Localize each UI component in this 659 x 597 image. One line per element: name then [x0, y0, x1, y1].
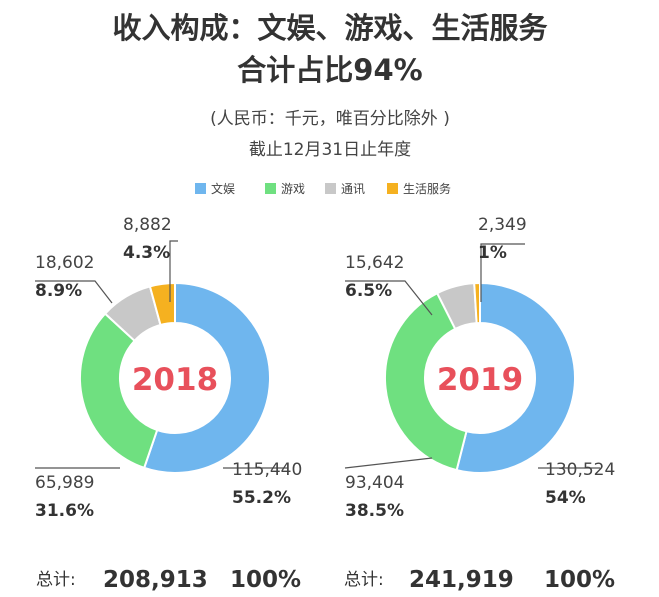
- total-value-2018: 208,913: [103, 567, 208, 593]
- value-label-communication-2018: 18,602: [35, 253, 94, 273]
- value-label-communication-2019: 15,642: [345, 253, 404, 273]
- chart-title-line1: 收入构成：文娱、游戏、生活服务: [112, 11, 547, 45]
- center-year-label-2019: 2019: [437, 362, 523, 398]
- percent-label-life-services-2019: 1%: [478, 243, 507, 263]
- subtitle-line1: (人民币：千元，唯百分比除外 ): [210, 109, 450, 129]
- legend-swatch-life-services: [387, 183, 398, 194]
- leader-line-games-2019: [344, 457, 433, 469]
- legend-label-games: 游戏: [281, 182, 305, 196]
- total-2019: 总计: 241,919 100%: [344, 567, 615, 593]
- percent-label-games-2019: 38.5%: [345, 501, 404, 521]
- total-percent-2019: 100%: [544, 567, 615, 593]
- slice-games-2019: [384, 291, 468, 472]
- legend-label-entertainment: 文娱: [211, 181, 235, 196]
- slice-life-services-2018: [148, 281, 176, 327]
- percent-label-entertainment-2018: 55.2%: [232, 488, 291, 508]
- leader-line-communication-2018: [35, 280, 113, 304]
- legend-swatch-communication: [325, 183, 336, 194]
- value-label-games-2018: 65,989: [35, 473, 94, 493]
- value-label-entertainment-2018: 115,440: [232, 460, 302, 480]
- total-label-2019: 总计:: [344, 570, 384, 590]
- slice-entertainment-2019: [455, 281, 576, 474]
- donut-chart-2019: 2019 130,524 54% 93,404 38.5% 15,642 6.5% 2,349…: [344, 215, 615, 521]
- chart-title-line2: 合计占比94%: [237, 53, 422, 87]
- percent-label-games-2018: 31.6%: [35, 501, 94, 521]
- percent-label-communication-2018: 8.9%: [35, 281, 82, 301]
- percent-label-life-services-2018: 4.3%: [123, 243, 170, 263]
- subtitle-line2: 截止12月31日止年度: [249, 140, 411, 160]
- value-label-life-services-2018: 8,882: [123, 215, 172, 235]
- value-label-games-2019: 93,404: [345, 473, 404, 493]
- percent-label-entertainment-2019: 54%: [545, 488, 586, 508]
- center-year-label-2018: 2018: [132, 362, 218, 398]
- slice-life-services-2019: [473, 281, 481, 325]
- total-2018: 总计: 208,913 100%: [36, 567, 301, 593]
- legend-swatch-entertainment: [195, 183, 206, 194]
- percent-label-communication-2019: 6.5%: [345, 281, 392, 301]
- donut-chart-2018: 2018 115,440 55.2% 65,989 31.6% 18,602 8.9% 8,8…: [35, 215, 302, 521]
- value-label-entertainment-2019: 130,524: [545, 460, 615, 480]
- leader-line-life-services-2019: [480, 243, 525, 302]
- value-label-life-services-2019: 2,349: [478, 215, 527, 235]
- legend-label-life-services: 生活服务: [403, 181, 451, 196]
- total-percent-2018: 100%: [230, 567, 301, 593]
- slice-entertainment-2018: [142, 281, 271, 474]
- leader-line-life-services-2018: [169, 240, 178, 302]
- slice-games-2018: [79, 312, 159, 470]
- legend: 文娱 游戏 通讯 生活服务: [195, 181, 451, 196]
- total-label-2018: 总计:: [36, 570, 76, 590]
- legend-swatch-games: [265, 183, 276, 194]
- total-value-2019: 241,919: [409, 567, 514, 593]
- legend-label-communication: 通讯: [341, 182, 365, 196]
- leader-line-communication-2019: [345, 280, 433, 316]
